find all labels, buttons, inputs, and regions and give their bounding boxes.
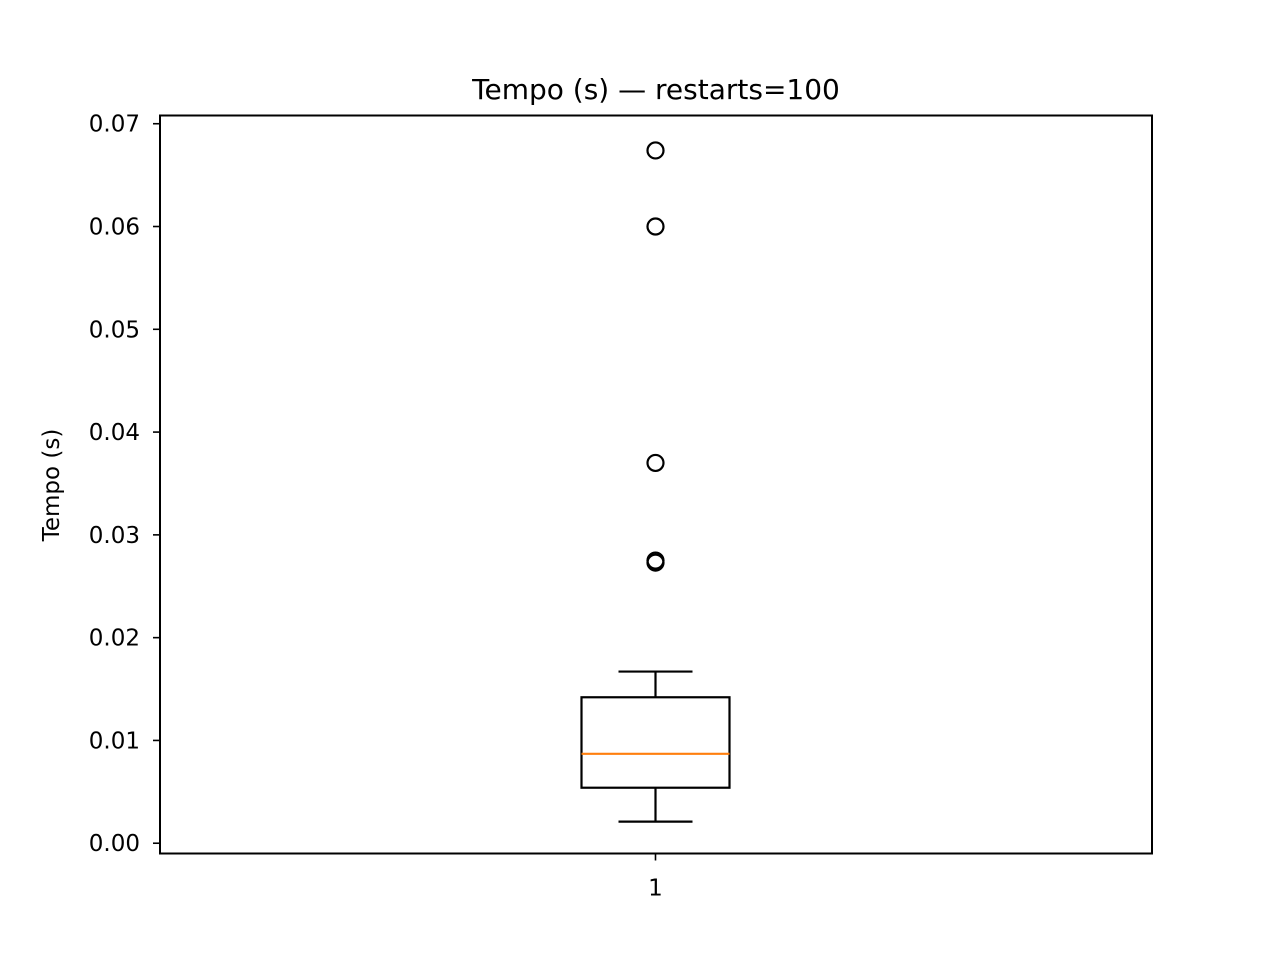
y-tick-label: 0.01: [89, 728, 140, 754]
outlier-point: [646, 551, 665, 570]
y-axis-label: Tempo (s): [39, 429, 65, 543]
y-tick-label: 0.07: [89, 112, 140, 138]
y-tick-label: 0.06: [89, 215, 140, 241]
y-tick-label: 0.00: [89, 831, 140, 857]
y-tick-label: 0.02: [89, 626, 140, 652]
plot-area: 0.00 0.01 0.02 0.03 0.04 0.05 0.06 0.07 1: [89, 112, 731, 902]
interquartile-box: [580, 696, 731, 789]
outlier-point: [646, 217, 665, 236]
y-tick-label: 0.03: [89, 523, 140, 549]
y-tick-label: 0.05: [89, 317, 140, 343]
outlier-point: [646, 141, 665, 160]
y-tick-label: 0.04: [89, 420, 140, 446]
x-tick-label: 1: [648, 876, 663, 902]
chart-title: Tempo (s) — restarts=100: [471, 73, 840, 106]
outlier-point: [646, 453, 665, 473]
plot-frame: [159, 114, 1153, 855]
